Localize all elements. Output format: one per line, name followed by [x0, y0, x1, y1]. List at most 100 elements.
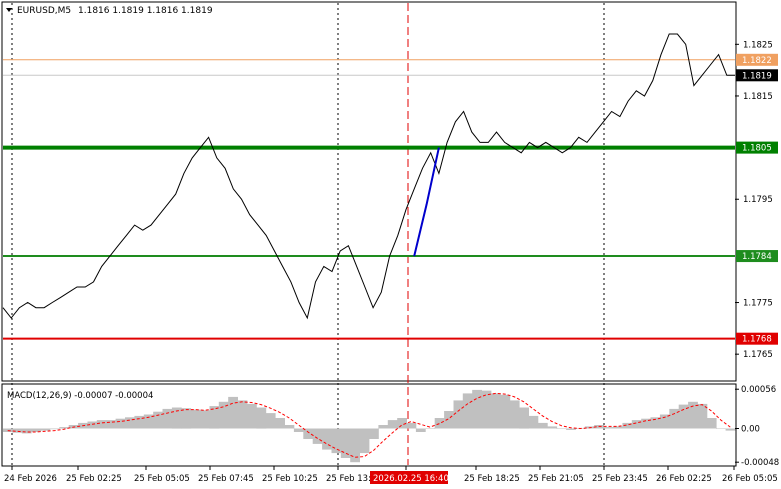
price-tick-label: 1.1815 — [743, 92, 773, 102]
macd-histogram-bar — [21, 428, 32, 434]
macd-histogram-bar — [491, 393, 501, 429]
macd-tick-label: 0.00056 — [741, 385, 776, 395]
price-line — [2, 33, 735, 320]
price-series — [2, 33, 735, 320]
macd-histogram-bar — [650, 417, 661, 429]
time-tick-label: 25 Feb 21:05 — [528, 474, 584, 484]
macd-histogram-bar — [312, 428, 323, 444]
macd-histogram-bar — [256, 407, 267, 429]
macd-histogram-bar — [397, 418, 407, 429]
macd-histogram-bar — [603, 427, 614, 429]
macd-histogram-bar — [49, 428, 60, 430]
symbol-header: EURUSD,M5 1.1816 1.1819 1.1816 1.1819 — [6, 6, 213, 16]
macd-histogram-bar — [106, 420, 116, 429]
macd-histogram-bar — [547, 426, 558, 429]
macd-histogram-bar — [162, 408, 173, 429]
macd-histogram-bar — [509, 400, 520, 429]
level-badge-text-1.1822: 1.1822 — [742, 56, 772, 66]
current-price-badge — [736, 69, 778, 82]
macd-histogram-bar — [481, 390, 492, 429]
grid-lines — [11, 3, 605, 465]
macd-histogram-bar — [96, 420, 107, 429]
level-badge-text-1.1784: 1.1784 — [742, 252, 772, 262]
macd-histogram-bar — [444, 411, 454, 429]
macd-histogram-bar — [237, 400, 248, 429]
macd-histogram-bar — [716, 428, 726, 429]
macd-histogram-bar — [218, 401, 229, 429]
macd-histogram-bar — [340, 428, 351, 458]
macd-histogram-bar — [369, 428, 379, 439]
macd-histogram-bar — [378, 425, 389, 429]
macd-histogram-bar — [500, 394, 511, 429]
macd-histogram-bar — [171, 407, 182, 429]
macd-histogram-bar — [659, 414, 670, 429]
macd-histogram-bar — [293, 428, 304, 432]
macd-histogram-bar — [425, 428, 436, 429]
level-lines: 1.1822 1.1805 1.1784 1.1768 1.1819 — [3, 53, 778, 345]
macd-histogram-bar — [181, 408, 192, 429]
current-price-badge-text: 1.1819 — [742, 71, 772, 81]
macd-histogram-bar — [153, 411, 163, 429]
macd-histogram-bar — [631, 420, 642, 429]
time-tick-label: 26 Feb 02:25 — [656, 474, 712, 484]
macd-histogram-bar — [331, 428, 342, 454]
macd-histogram-bar — [247, 403, 257, 429]
time-tick-label: 25 Feb 10:25 — [262, 474, 318, 484]
time-tick-label: 25 Feb 23:45 — [592, 474, 648, 484]
macd-histogram-bar — [434, 418, 445, 429]
macd-histogram-bar — [200, 410, 210, 429]
macd-histogram-bar — [209, 406, 220, 429]
macd-label: MACD(12,26,9) -0.00007 -0.00004 — [7, 391, 153, 401]
macd-histogram-bar — [725, 428, 736, 431]
highlight-segment — [413, 147, 440, 257]
macd-histogram-bar — [641, 418, 651, 429]
macd-histogram-bar — [622, 422, 633, 429]
macd-histogram-bar — [31, 428, 41, 432]
macd-histogram-bar — [537, 422, 548, 429]
macd-histogram-bar — [359, 428, 370, 454]
macd-histogram-bar — [472, 389, 482, 429]
macd-histogram-bar — [678, 404, 689, 429]
macd-series — [3, 389, 736, 463]
macd-histogram-bar — [228, 396, 238, 429]
macd-histogram-bar — [115, 418, 126, 429]
macd-histogram-bar — [556, 428, 567, 429]
macd-histogram-bar — [322, 428, 332, 450]
macd-tick-label: -0.00048 — [741, 458, 779, 468]
macd-tick-label: 0.00 — [741, 425, 760, 435]
macd-histogram-bar — [40, 428, 51, 431]
macd-histogram-bar — [697, 403, 708, 429]
macd-histogram-bar — [303, 428, 314, 439]
price-tick-label: 1.1775 — [743, 299, 773, 309]
macd-histogram-bar — [87, 421, 98, 429]
macd-histogram-bar — [143, 414, 154, 429]
macd-histogram-bar — [350, 428, 360, 463]
macd-histogram-bar — [688, 401, 698, 429]
time-tick-label: 25 Feb 05:05 — [134, 474, 190, 484]
macd-histogram-bar — [387, 420, 398, 429]
macd-histogram-bar — [462, 393, 473, 429]
macd-histogram-bar — [453, 400, 464, 429]
time-tick-label: 25 Feb 02:25 — [66, 474, 122, 484]
level-badge-1.1768 — [736, 332, 778, 345]
macd-histogram-bar — [265, 413, 276, 429]
price-panel-frame — [1, 1, 737, 382]
macd-signal-line — [7, 392, 731, 458]
price-tick-label: 1.1795 — [743, 195, 773, 205]
level-badge-1.1822 — [736, 53, 778, 66]
axis-labels: 1.18351.18251.18151.17951.17751.17650.00… — [4, 40, 779, 484]
macd-histogram-bar — [706, 418, 717, 429]
time-tick-label: 24 Feb 2026 — [4, 474, 57, 484]
macd-histogram-bar — [12, 428, 23, 433]
macd-histogram-bar — [566, 428, 576, 430]
macd-histogram-bar — [519, 407, 529, 429]
macd-histogram-bar — [59, 427, 70, 429]
macd-histogram-bar — [134, 415, 145, 429]
dropdown-triangle-icon[interactable] — [6, 8, 12, 12]
time-tick-label: 26 Feb 05:05 — [722, 474, 778, 484]
time-tick-label: 25 Feb 07:45 — [198, 474, 254, 484]
level-badge-text-1.1768: 1.1768 — [742, 335, 772, 345]
price-tick-label: 1.1825 — [743, 40, 773, 50]
macd-histogram-bar — [190, 409, 201, 429]
